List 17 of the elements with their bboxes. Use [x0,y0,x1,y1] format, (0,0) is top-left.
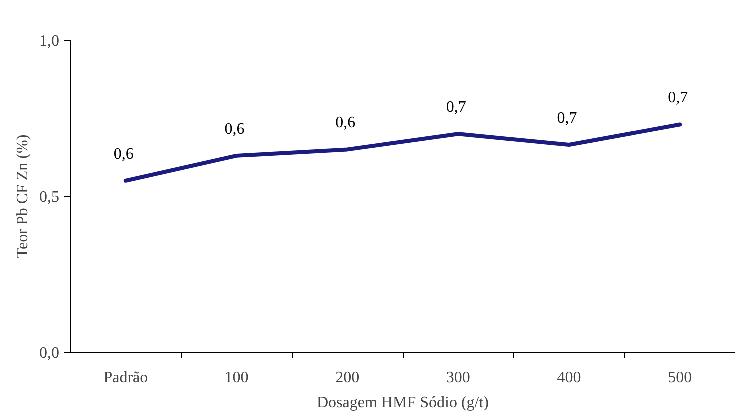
y-axis-title: Teor Pb CF Zn (%) [14,134,32,258]
y-tick-label: 0,0 [40,345,60,362]
data-label: 0,7 [446,99,466,116]
data-label: 0,6 [114,146,134,163]
x-tick-label: 400 [557,370,582,386]
x-tick-label: 100 [224,370,249,386]
data-label: 0,7 [557,110,578,128]
x-tick-label: Padrão [104,370,148,386]
data-label: 0,6 [336,114,356,132]
y-tick-label: 0,5 [40,189,60,206]
x-tick-label: 500 [668,370,692,386]
x-tick-label: 300 [446,370,470,386]
x-tick-label: 200 [336,370,360,386]
x-axis-title: Dosagem HMF Sódio (g/t) [317,394,489,412]
data-label: 0,7 [668,90,688,107]
data-label: 0,6 [224,120,245,138]
y-tick-label: 1,0 [40,33,60,50]
